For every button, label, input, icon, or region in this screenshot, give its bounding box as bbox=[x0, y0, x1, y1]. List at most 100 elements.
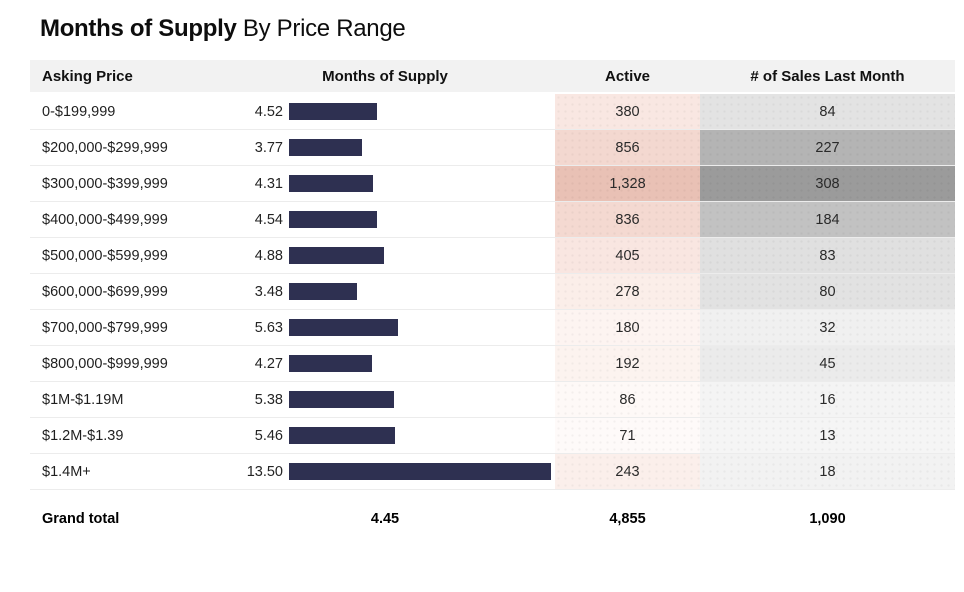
table-row: $400,000-$499,999 4.54 836 184 bbox=[30, 202, 955, 238]
asking-price-cell: $700,000-$799,999 bbox=[42, 319, 168, 336]
bar-track bbox=[289, 247, 555, 264]
months-value: 5.63 bbox=[254, 319, 283, 336]
months-of-supply-cell: 3.48 bbox=[215, 274, 555, 309]
months-of-supply-cell: 5.38 bbox=[215, 382, 555, 417]
months-of-supply-cell: 4.52 bbox=[215, 94, 555, 129]
table-row: $700,000-$799,999 5.63 180 32 bbox=[30, 310, 955, 346]
bar-track bbox=[289, 355, 555, 372]
months-bar bbox=[289, 355, 372, 372]
months-bar bbox=[289, 463, 551, 480]
bar-track bbox=[289, 103, 555, 120]
page-title-main: Months of Supply bbox=[40, 15, 237, 42]
supply-table: Asking Price Months of Supply Active # o… bbox=[30, 60, 955, 532]
months-of-supply-cell: 4.54 bbox=[215, 202, 555, 237]
months-value: 4.54 bbox=[254, 211, 283, 228]
sales-cell: 84 bbox=[700, 94, 955, 129]
header-active: Active bbox=[604, 67, 651, 85]
grand-total-active: 4,855 bbox=[609, 510, 646, 527]
asking-price-cell: $500,000-$599,999 bbox=[42, 247, 168, 264]
bar-track bbox=[289, 319, 555, 336]
months-value: 5.38 bbox=[254, 391, 283, 408]
active-cell: 1,328 bbox=[555, 166, 700, 201]
table-row: $300,000-$399,999 4.31 1,328 308 bbox=[30, 166, 955, 202]
active-cell: 192 bbox=[555, 346, 700, 381]
months-bar bbox=[289, 247, 384, 264]
months-bar bbox=[289, 283, 357, 300]
months-bar bbox=[289, 175, 373, 192]
asking-price-cell: $200,000-$299,999 bbox=[42, 139, 168, 156]
active-cell: 380 bbox=[555, 94, 700, 129]
sales-cell: 13 bbox=[700, 418, 955, 453]
table-row: $1.4M+ 13.50 243 18 bbox=[30, 454, 955, 490]
bar-track bbox=[289, 211, 555, 228]
months-bar bbox=[289, 139, 363, 156]
table-body: 0-$199,999 4.52 380 84 $200,000-$299,999 3.77… bbox=[30, 94, 955, 490]
sales-cell: 184 bbox=[700, 202, 955, 237]
grand-total-months: 4.45 bbox=[370, 510, 400, 527]
months-value: 4.88 bbox=[254, 247, 283, 264]
asking-price-cell: $600,000-$699,999 bbox=[42, 283, 168, 300]
table-header-row: Asking Price Months of Supply Active # o… bbox=[30, 60, 955, 92]
sales-cell: 16 bbox=[700, 382, 955, 417]
months-bar bbox=[289, 103, 377, 120]
header-asking-price: Asking Price bbox=[42, 67, 133, 85]
asking-price-cell: $1M-$1.19M bbox=[42, 391, 124, 408]
months-bar bbox=[289, 427, 395, 444]
bar-track bbox=[289, 175, 555, 192]
table-row: $200,000-$299,999 3.77 856 227 bbox=[30, 130, 955, 166]
table-row: $1M-$1.19M 5.38 86 16 bbox=[30, 382, 955, 418]
bar-track bbox=[289, 391, 555, 408]
sales-cell: 32 bbox=[700, 310, 955, 345]
table-row: 0-$199,999 4.52 380 84 bbox=[30, 94, 955, 130]
table-row: $1.2M-$1.39 5.46 71 13 bbox=[30, 418, 955, 454]
sales-cell: 45 bbox=[700, 346, 955, 381]
asking-price-cell: 0-$199,999 bbox=[42, 103, 116, 120]
table-row: $500,000-$599,999 4.88 405 83 bbox=[30, 238, 955, 274]
active-cell: 278 bbox=[555, 274, 700, 309]
months-value: 5.46 bbox=[254, 427, 283, 444]
months-of-supply-cell: 3.77 bbox=[215, 130, 555, 165]
months-of-supply-cell: 5.46 bbox=[215, 418, 555, 453]
months-value: 4.52 bbox=[254, 103, 283, 120]
months-value: 13.50 bbox=[246, 463, 283, 480]
months-bar bbox=[289, 319, 399, 336]
active-cell: 836 bbox=[555, 202, 700, 237]
active-cell: 71 bbox=[555, 418, 700, 453]
header-sales-last-month: # of Sales Last Month bbox=[750, 67, 905, 85]
months-of-supply-cell: 13.50 bbox=[215, 454, 555, 489]
months-of-supply-cell: 4.31 bbox=[215, 166, 555, 201]
months-of-supply-cell: 4.88 bbox=[215, 238, 555, 273]
bar-track bbox=[289, 283, 555, 300]
active-cell: 86 bbox=[555, 382, 700, 417]
table-row: $600,000-$699,999 3.48 278 80 bbox=[30, 274, 955, 310]
asking-price-cell: $300,000-$399,999 bbox=[42, 175, 168, 192]
table-row: $800,000-$999,999 4.27 192 45 bbox=[30, 346, 955, 382]
months-bar bbox=[289, 211, 378, 228]
sales-cell: 83 bbox=[700, 238, 955, 273]
sales-cell: 80 bbox=[700, 274, 955, 309]
sales-cell: 18 bbox=[700, 454, 955, 489]
grand-total-sales: 1,090 bbox=[809, 510, 846, 527]
page-title-sub: By Price Range bbox=[242, 15, 406, 42]
header-months-of-supply: Months of Supply bbox=[322, 67, 448, 85]
months-of-supply-cell: 4.27 bbox=[215, 346, 555, 381]
active-cell: 180 bbox=[555, 310, 700, 345]
active-cell: 405 bbox=[555, 238, 700, 273]
bar-track bbox=[289, 139, 555, 156]
months-of-supply-cell: 5.63 bbox=[215, 310, 555, 345]
months-value: 3.77 bbox=[254, 139, 283, 156]
active-cell: 856 bbox=[555, 130, 700, 165]
asking-price-cell: $1.2M-$1.39 bbox=[42, 427, 124, 444]
months-value: 4.27 bbox=[254, 355, 283, 372]
report-page: Months of Supply By Price Range Asking P… bbox=[0, 15, 964, 592]
months-bar bbox=[289, 391, 394, 408]
months-value: 3.48 bbox=[254, 283, 283, 300]
bar-track bbox=[289, 463, 555, 480]
grand-total-label: Grand total bbox=[42, 510, 120, 527]
sales-cell: 227 bbox=[700, 130, 955, 165]
bar-track bbox=[289, 427, 555, 444]
sales-cell: 308 bbox=[700, 166, 955, 201]
asking-price-cell: $800,000-$999,999 bbox=[42, 355, 168, 372]
months-value: 4.31 bbox=[254, 175, 283, 192]
asking-price-cell: $400,000-$499,999 bbox=[42, 211, 168, 228]
